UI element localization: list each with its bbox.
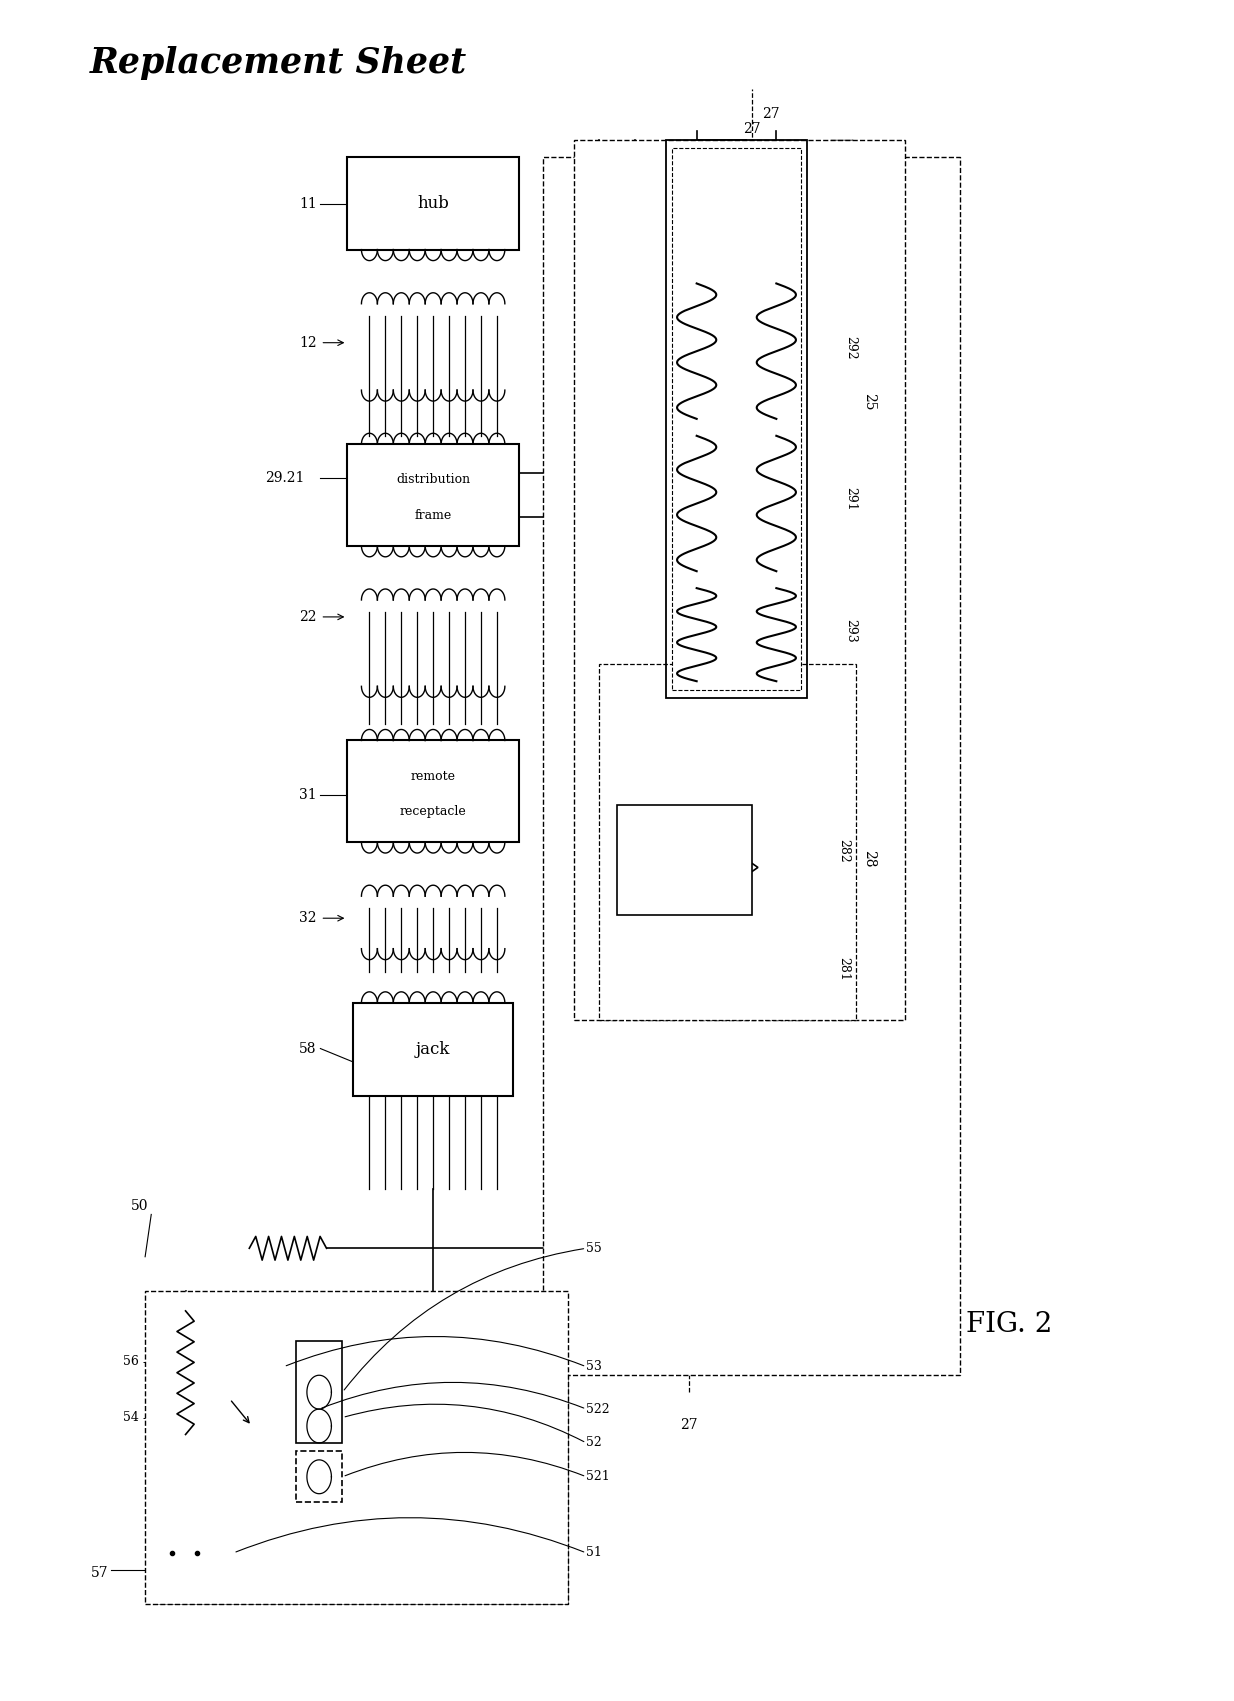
Text: 291: 291 <box>844 486 856 510</box>
Bar <box>347 740 520 842</box>
Text: FIG. 2: FIG. 2 <box>966 1311 1053 1339</box>
Text: jack: jack <box>416 1041 450 1058</box>
Text: 57: 57 <box>91 1567 109 1580</box>
Text: frame: frame <box>415 509 452 522</box>
Bar <box>353 1004 513 1095</box>
Text: 12: 12 <box>299 335 317 350</box>
Text: hub: hub <box>417 194 449 211</box>
Text: 32: 32 <box>299 912 317 925</box>
Text: 53: 53 <box>586 1361 602 1373</box>
Text: 27: 27 <box>761 107 779 121</box>
Bar <box>673 148 801 689</box>
Bar <box>666 139 807 697</box>
Text: 11: 11 <box>299 197 317 211</box>
Text: distribution: distribution <box>396 473 470 486</box>
Text: 282: 282 <box>838 839 850 862</box>
Bar <box>347 444 520 546</box>
Text: 521: 521 <box>586 1470 610 1483</box>
Bar <box>617 805 752 915</box>
Text: 293: 293 <box>844 619 856 643</box>
Text: Replacement Sheet: Replacement Sheet <box>90 46 468 80</box>
Text: 52: 52 <box>586 1436 602 1449</box>
Text: receptacle: receptacle <box>400 805 466 818</box>
Text: 522: 522 <box>586 1403 610 1415</box>
Text: 25: 25 <box>863 393 876 410</box>
Text: 29.21: 29.21 <box>265 471 305 485</box>
Bar <box>347 156 520 250</box>
Text: 51: 51 <box>586 1546 602 1560</box>
Text: 27: 27 <box>743 122 760 136</box>
Bar <box>543 156 960 1374</box>
Text: 54: 54 <box>123 1412 139 1424</box>
Text: 22: 22 <box>299 611 317 624</box>
Text: 55: 55 <box>586 1242 602 1255</box>
Bar <box>296 1342 343 1442</box>
Text: 292: 292 <box>844 337 856 359</box>
Text: 27: 27 <box>680 1417 698 1432</box>
Text: remote: remote <box>411 769 455 782</box>
Bar <box>617 757 807 987</box>
Text: 281: 281 <box>838 958 850 981</box>
Text: 58: 58 <box>299 1041 317 1056</box>
Text: 28: 28 <box>863 850 876 868</box>
Text: 31: 31 <box>299 788 317 801</box>
Text: 56: 56 <box>123 1356 139 1368</box>
Bar <box>146 1291 568 1604</box>
Text: 50: 50 <box>131 1199 149 1213</box>
Bar <box>296 1451 343 1502</box>
Bar <box>598 665 856 1021</box>
Bar <box>574 139 905 1021</box>
